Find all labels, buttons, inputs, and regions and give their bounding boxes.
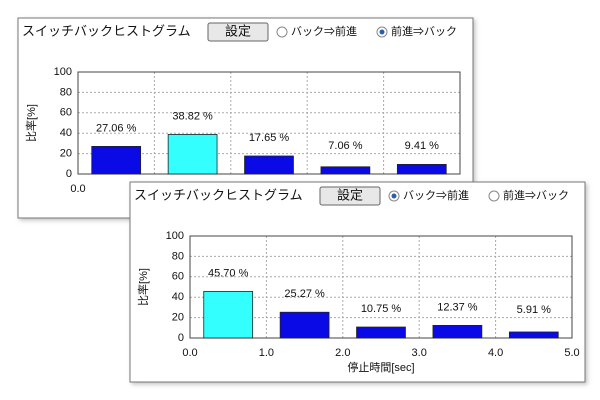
x-tick-label: 0.0 (70, 183, 85, 195)
x-axis-label: 停止時間[sec] (347, 360, 414, 374)
value-label: 9.41 % (405, 140, 439, 152)
bar (91, 145, 142, 175)
y-tick-label: 60 (60, 107, 72, 119)
bar (508, 331, 559, 339)
value-label: 10.75 % (361, 303, 402, 315)
bar (203, 290, 254, 339)
radio-label[interactable]: バック⇒前進 (291, 24, 357, 38)
x-tick-label: 4.0 (488, 347, 503, 359)
y-tick-label: 20 (60, 148, 72, 160)
panel: スイッチバックヒストグラム 設定 バック⇒前進 前進⇒バック 0 20 40 60 80 100 0… (129, 181, 586, 383)
y-tick-label: 100 (166, 230, 184, 242)
y-tick-label: 40 (172, 291, 184, 303)
value-label: 12.37 % (437, 301, 478, 313)
settings-button-label[interactable]: 設定 (337, 187, 363, 202)
panel-title: スイッチバックヒストグラム (22, 23, 191, 38)
x-tick-label: 1.0 (259, 347, 274, 359)
x-tick-label: 3.0 (412, 347, 427, 359)
value-label: 45.70 % (208, 267, 249, 279)
bar (279, 311, 330, 339)
y-tick-label: 60 (172, 271, 184, 283)
radio-label[interactable]: バック⇒前進 (403, 188, 469, 202)
x-tick-label: 0.0 (182, 347, 197, 359)
y-tick-label: 0 (178, 332, 184, 344)
y-tick-label: 80 (60, 86, 72, 98)
y-axis-label: 比率[%] (136, 268, 150, 306)
radio-button[interactable] (276, 26, 288, 38)
bar (432, 324, 483, 339)
y-tick-label: 100 (54, 66, 72, 78)
radio-dot[interactable] (391, 193, 397, 199)
bar (244, 155, 294, 175)
panel-title: スイッチバックヒストグラム (134, 187, 303, 202)
bar (320, 166, 371, 175)
y-tick-label: 20 (172, 312, 184, 324)
panel-frame (129, 181, 586, 383)
x-tick-label: 2.0 (335, 347, 350, 359)
radio-button[interactable] (488, 190, 500, 202)
y-tick-label: 40 (60, 127, 72, 139)
radio-label[interactable]: 前進⇒バック (503, 188, 569, 202)
y-axis-label: 比率[%] (24, 104, 38, 142)
panel-content: スイッチバックヒストグラム 設定 バック⇒前進 前進⇒バック 0 20 40 60 80 100 0… (134, 186, 580, 374)
radio-dot[interactable] (379, 29, 385, 35)
bar (356, 326, 406, 339)
y-tick-label: 0 (66, 168, 72, 180)
settings-button[interactable] (207, 22, 269, 42)
x-tick-label: 5.0 (564, 347, 579, 359)
value-label: 5.91 % (517, 304, 551, 316)
y-tick-label: 80 (172, 250, 184, 262)
settings-button-label[interactable]: 設定 (225, 23, 251, 38)
value-label: 17.65 % (249, 132, 290, 144)
value-label: 27.06 % (96, 122, 137, 134)
value-label: 25.27 % (284, 288, 325, 300)
bar (396, 164, 447, 175)
value-label: 38.82 % (172, 110, 213, 122)
radio-label[interactable]: 前進⇒バック (391, 24, 457, 38)
value-label: 7.06 % (328, 140, 362, 152)
settings-button[interactable] (319, 186, 381, 206)
bar (167, 134, 218, 175)
